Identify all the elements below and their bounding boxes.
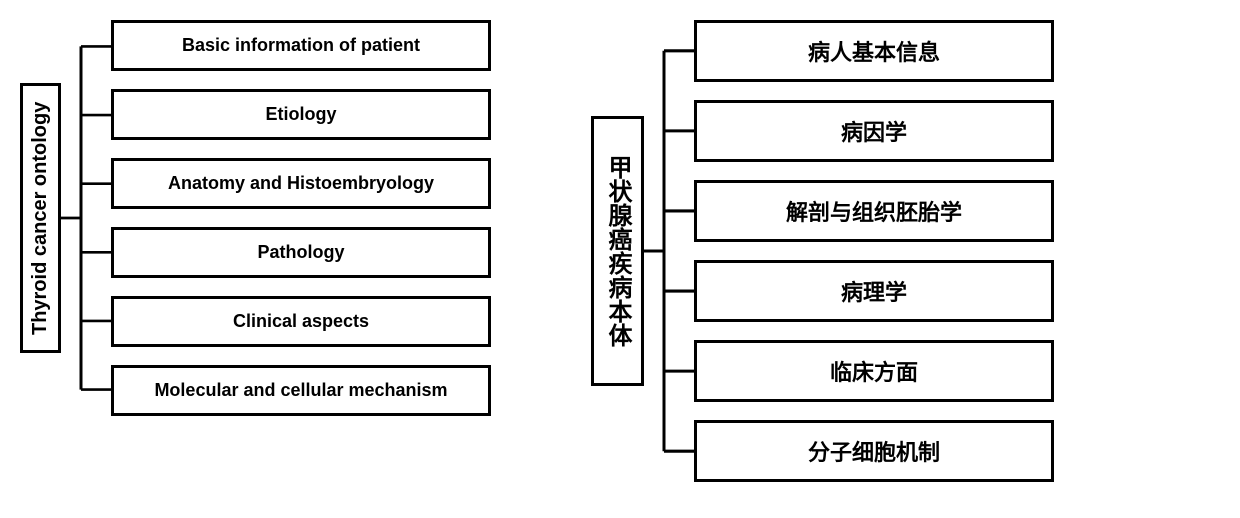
- right-child-4: 临床方面: [694, 340, 1054, 402]
- right-child-2: 解剖与组织胚胎学: [694, 180, 1054, 242]
- left-child-1: Etiology: [111, 89, 491, 140]
- right-root-box: 甲状腺癌疾病本体: [591, 116, 644, 386]
- left-child-label: Pathology: [257, 242, 344, 262]
- right-child-0: 病人基本信息: [694, 20, 1054, 82]
- right-child-label: 分子细胞机制: [808, 440, 940, 465]
- left-root-box: Thyroid cancer ontology: [20, 83, 61, 353]
- left-tree: Thyroid cancer ontology Basic informatio…: [20, 20, 491, 416]
- right-root-label: 甲状腺癌疾病本体: [604, 155, 631, 347]
- left-child-5: Molecular and cellular mechanism: [111, 365, 491, 416]
- right-child-label: 病因学: [841, 120, 907, 145]
- left-child-label: Basic information of patient: [182, 35, 420, 55]
- right-child-label: 病理学: [841, 280, 907, 305]
- left-child-3: Pathology: [111, 227, 491, 278]
- left-child-4: Clinical aspects: [111, 296, 491, 347]
- left-child-label: Clinical aspects: [233, 311, 369, 331]
- left-child-0: Basic information of patient: [111, 20, 491, 71]
- right-tree: 甲状腺癌疾病本体 病人基本信息 病因学 解剖与组织胚胎学 病理学 临床方面 分子…: [591, 20, 1054, 482]
- left-child-2: Anatomy and Histoembryology: [111, 158, 491, 209]
- left-children: Basic information of patient Etiology An…: [111, 20, 491, 416]
- right-connector: [644, 20, 694, 482]
- right-child-label: 解剖与组织胚胎学: [786, 200, 962, 225]
- left-root-label: Thyroid cancer ontology: [29, 101, 51, 334]
- right-child-1: 病因学: [694, 100, 1054, 162]
- left-child-label: Anatomy and Histoembryology: [168, 173, 434, 193]
- right-child-3: 病理学: [694, 260, 1054, 322]
- right-child-5: 分子细胞机制: [694, 420, 1054, 482]
- right-child-label: 临床方面: [830, 360, 918, 385]
- left-connector: [61, 20, 111, 416]
- left-child-label: Molecular and cellular mechanism: [154, 380, 447, 400]
- right-children: 病人基本信息 病因学 解剖与组织胚胎学 病理学 临床方面 分子细胞机制: [694, 20, 1054, 482]
- right-child-label: 病人基本信息: [808, 40, 940, 65]
- left-child-label: Etiology: [266, 104, 337, 124]
- diagram-container: Thyroid cancer ontology Basic informatio…: [20, 20, 1220, 482]
